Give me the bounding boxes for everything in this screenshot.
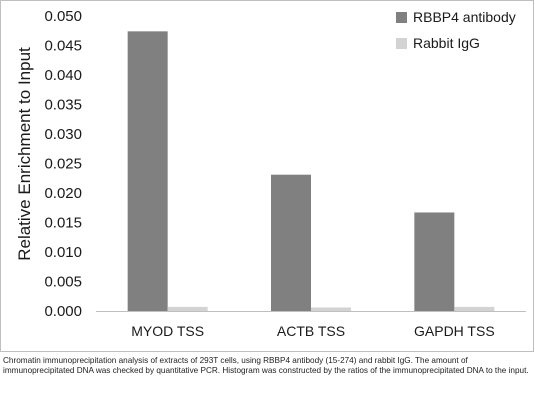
- y-tick-label: 0.010: [44, 244, 82, 261]
- x-tick-label: MYOD TSS: [131, 323, 204, 339]
- bar-chart: Relative Enrichment to Input 0.0000.0050…: [15, 8, 526, 339]
- bar-rbbp4-antibody: [127, 31, 168, 312]
- y-tick-label: 0.005: [44, 274, 82, 291]
- figure-caption: Chromatin immunoprecipitation analysis o…: [3, 356, 529, 375]
- bar-rbbp4-antibody: [271, 174, 311, 311]
- x-tick-label: ACTB TSS: [277, 323, 345, 339]
- x-axis-labels: MYOD TSS ACTB TSS GAPDH TSS: [131, 323, 494, 339]
- y-tick-label: 0.025: [44, 156, 82, 173]
- y-tick-label: 0.015: [44, 215, 82, 232]
- bars: [127, 31, 495, 312]
- bar-rabbit-igg: [454, 306, 495, 311]
- legend-label: RBBP4 antibody: [413, 9, 516, 25]
- y-axis-title: Relative Enrichment to Input: [15, 47, 34, 261]
- x-tick-label: GAPDH TSS: [414, 323, 495, 339]
- y-tick-label: 0.030: [44, 126, 82, 143]
- bar-rabbit-igg: [311, 307, 351, 311]
- y-tick-label: 0.040: [44, 67, 82, 84]
- y-tick-label: 0.050: [44, 8, 82, 25]
- y-tick-label: 0.020: [44, 185, 82, 202]
- legend-label: Rabbit IgG: [413, 35, 480, 51]
- y-tick-label: 0.045: [44, 38, 82, 55]
- y-tick-label: 0.035: [44, 97, 82, 114]
- legend-swatch: [396, 12, 407, 23]
- y-axis-ticks: 0.000 0.005 0.010 0.015 0.020 0.025 0.030 0.035…: [44, 8, 82, 320]
- bar-rbbp4-antibody: [414, 212, 455, 311]
- bar-rabbit-igg: [167, 306, 208, 311]
- y-tick-label: 0.000: [44, 303, 82, 320]
- legend: RBBP4 antibody Rabbit IgG: [396, 9, 516, 51]
- legend-swatch: [396, 38, 407, 49]
